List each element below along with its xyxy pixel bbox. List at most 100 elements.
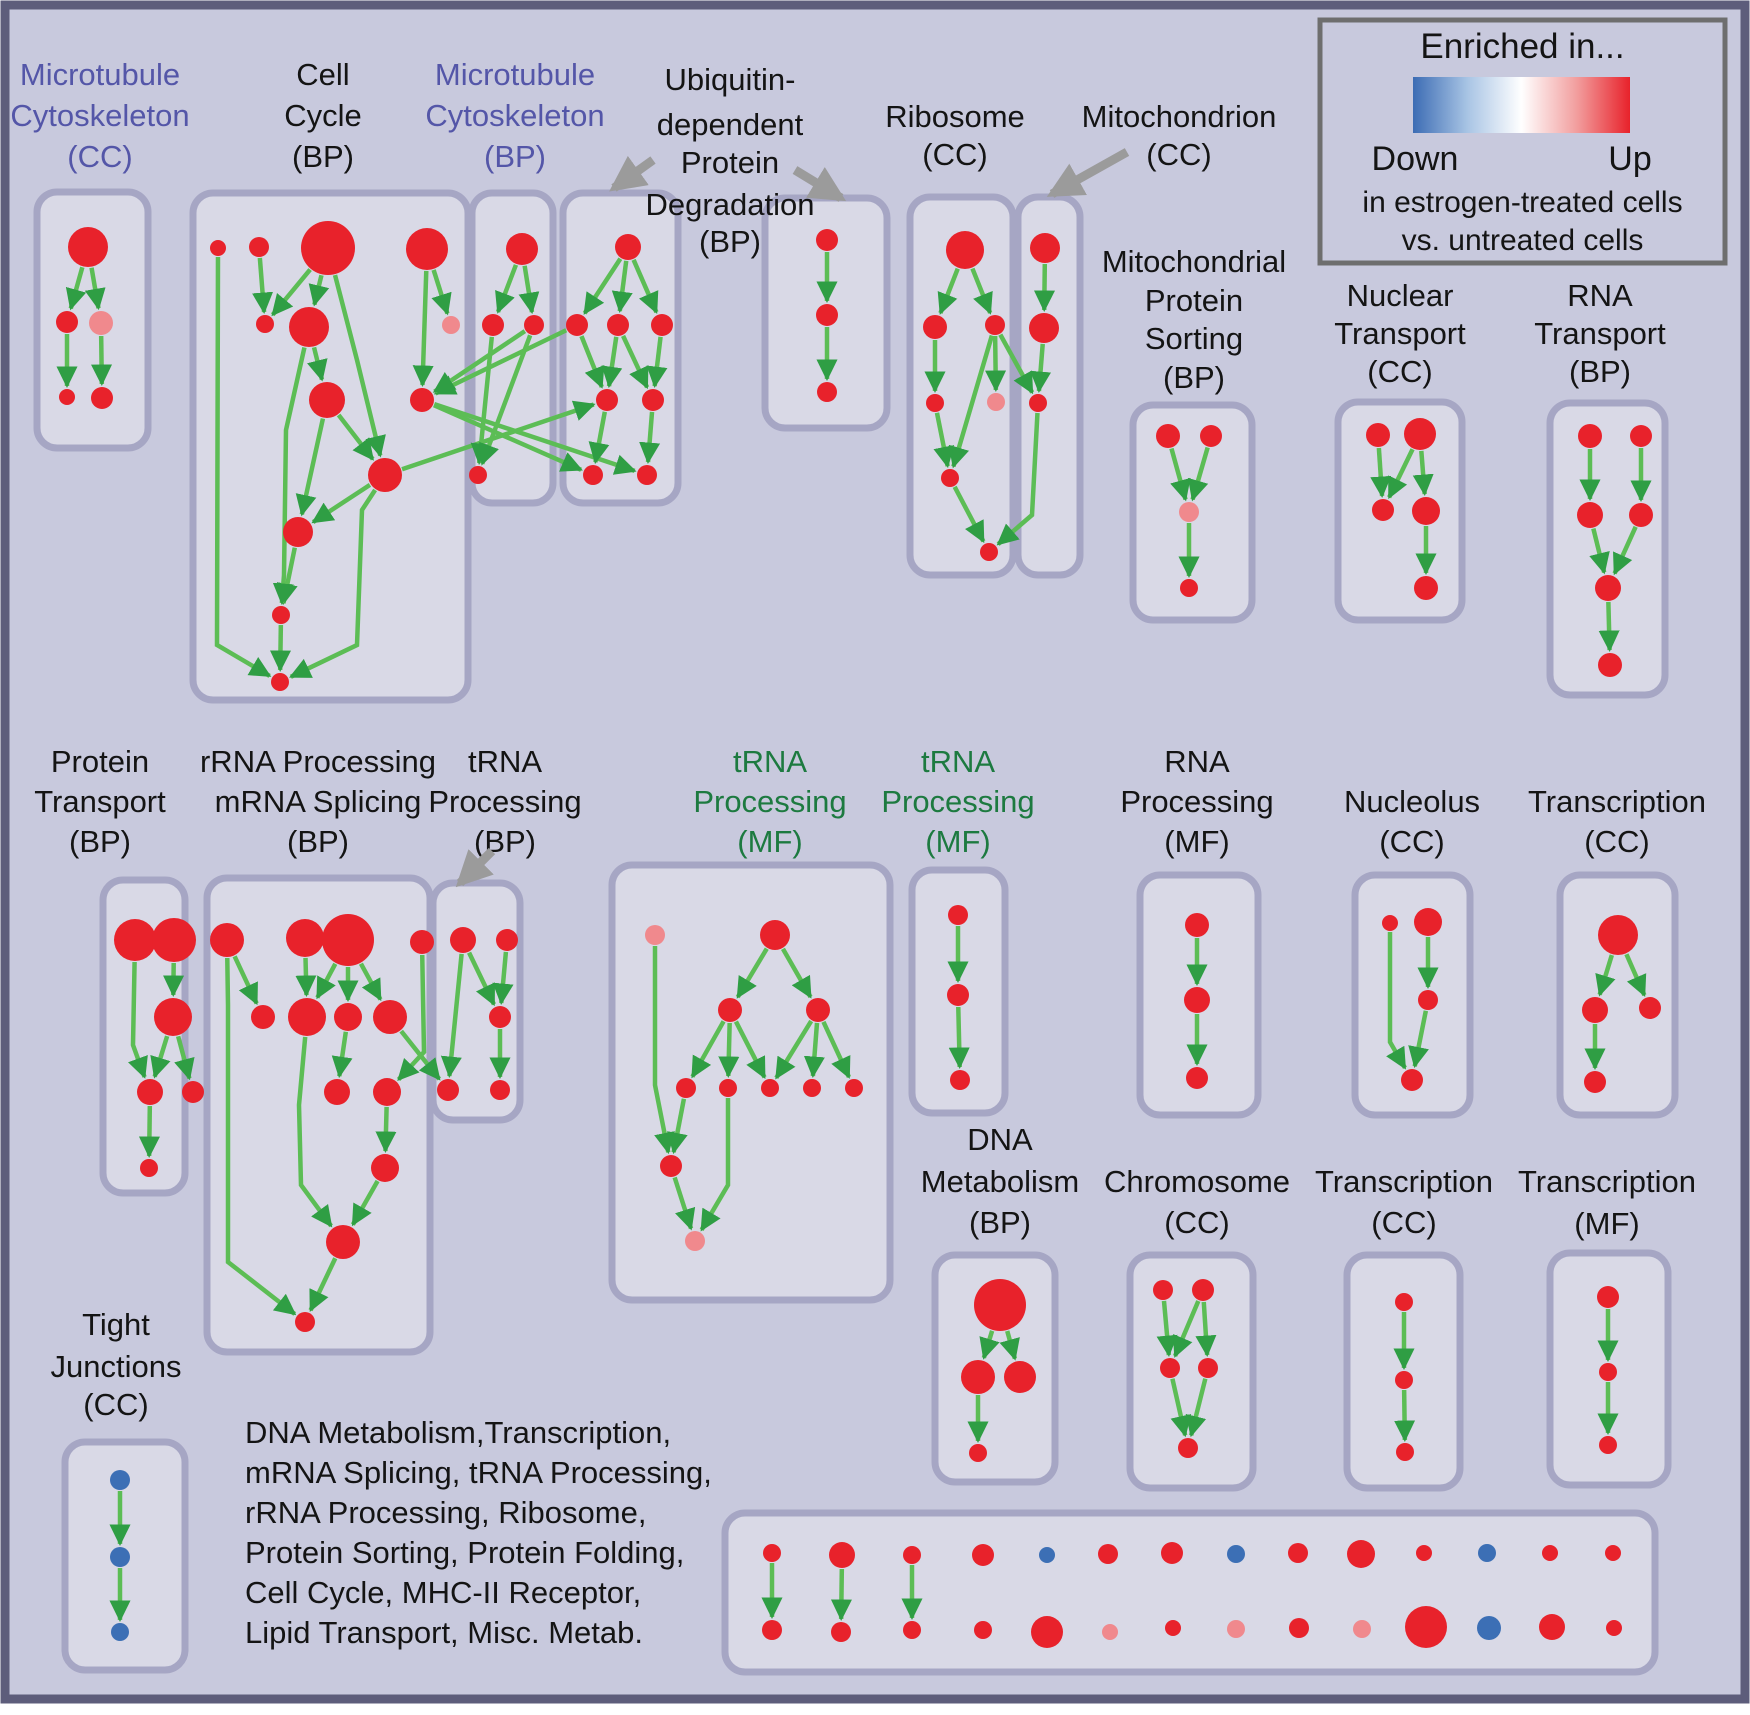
go-term-node-k4 (1629, 503, 1653, 527)
edge-q3-q5 (1170, 1378, 1192, 1438)
go-term-node-q4 (1198, 1358, 1218, 1378)
go-term-node-u2 (760, 920, 790, 950)
edge-j2-j3 (1387, 448, 1415, 500)
edge-b3-b5 (270, 268, 312, 317)
go-term-node-n1 (110, 1470, 130, 1490)
go-term-node-r10 (373, 1078, 401, 1106)
edge-o2-ob2 (830, 1568, 852, 1621)
edge-i2-i3 (1187, 446, 1210, 502)
go-term-node-x4 (1401, 1069, 1423, 1091)
cluster-label-rna-processing-mf-line2: Processing (1120, 784, 1273, 819)
go-term-node-ob2 (831, 1622, 851, 1642)
edge-g3-g5 (985, 335, 1007, 392)
go-term-node-b10 (271, 673, 289, 691)
cluster-box-nucleolus-cc (1351, 871, 1474, 1119)
edge-h2-h3 (1030, 343, 1052, 393)
cluster-label-trna-processing-mf-1-line1: tRNA (733, 744, 807, 779)
cluster-label-protein-transport-bp-line3: (BP) (69, 824, 131, 859)
cluster-label-mitochondrial-protein-sorting-bp-line4: (BP) (1163, 360, 1225, 395)
edge-b8-c4 (401, 400, 596, 472)
cluster-label-tight-junctions-cc-line3: (CC) (83, 1387, 148, 1422)
edge-q2-q4 (1195, 1301, 1217, 1357)
cluster-label-microtubule-cytoskeleton-bp-line1: Microtubule (435, 57, 595, 92)
go-term-node-a5 (91, 387, 113, 409)
edge-d3-d4 (479, 334, 533, 466)
go-term-node-n3 (111, 1623, 129, 1641)
annotation-line-2: mRNA Splicing, tRNA Processing, (245, 1455, 712, 1490)
go-term-node-d4 (469, 466, 487, 484)
edge-g1-g3 (970, 267, 993, 315)
edge-b6-b13 (272, 347, 307, 605)
edge-c0-c2 (611, 260, 633, 314)
go-term-node-d1 (506, 233, 538, 265)
go-term-node-d3 (524, 315, 544, 335)
edge-g3-g6 (948, 334, 995, 469)
go-term-node-ob3 (903, 1621, 921, 1639)
go-term-node-w1 (1185, 913, 1209, 937)
go-term-node-c4 (596, 389, 618, 411)
edge-b2-b5 (252, 257, 274, 314)
cluster-label-transcription-mf-line1: Transcription (1518, 1164, 1696, 1199)
go-term-node-u11 (685, 1231, 705, 1251)
edge-b4-b9 (412, 270, 434, 387)
legend-gradient-bar (1413, 77, 1630, 133)
go-term-node-r6 (288, 998, 326, 1036)
edge-b8-b10 (289, 488, 377, 679)
go-term-node-a2 (56, 311, 78, 333)
annotation-line-1: DNA Metabolism,Transcription, (245, 1415, 671, 1450)
edge-c1-b9 (433, 328, 568, 396)
edge-k3-k5 (1589, 528, 1610, 575)
go-term-node-p1 (114, 919, 156, 961)
label-pointer-arrow-4 (455, 847, 496, 888)
cluster-box-nuclear-transport-cc (1334, 398, 1466, 624)
edge-r12-r13 (308, 1257, 338, 1313)
cluster-label-tight-junctions-cc-line1: Tight (82, 1307, 150, 1342)
edge-z1-z2 (979, 1330, 1000, 1360)
edge-y1-y2 (1595, 954, 1616, 997)
edge-p4-p6 (138, 1105, 160, 1158)
edge-c1-c4 (579, 335, 605, 389)
go-term-node-j2 (1404, 418, 1436, 450)
edge-r3-r8 (358, 962, 383, 1002)
go-term-node-m2 (1599, 1363, 1617, 1381)
cluster-label-microtubule-cytoskeleton-cc-line1: Microtubule (20, 57, 180, 92)
cluster-label-transcription-cc-bot-line1: Transcription (1315, 1164, 1493, 1199)
edge-b4-b7 (431, 269, 452, 316)
edge-u4-u9 (821, 1020, 852, 1079)
go-term-node-o7 (1161, 1542, 1183, 1564)
go-term-node-r4 (410, 930, 434, 954)
go-term-node-q1 (1153, 1280, 1173, 1300)
cluster-label-rrna-processing-mrna-splicing-bp-line2: mRNA Splicing (215, 784, 422, 819)
cluster-label-dna-metabolism-bp-line2: Metabolism (921, 1164, 1080, 1199)
cluster-label-rna-transport-bp-line2: Transport (1534, 316, 1666, 351)
edge-c2-c5 (621, 334, 650, 390)
go-term-node-c0 (615, 234, 641, 260)
edge-r11-r12 (350, 1179, 380, 1227)
edge-b3-b6 (308, 274, 330, 307)
go-term-node-u6 (719, 1079, 737, 1097)
go-term-node-k6 (1598, 653, 1622, 677)
edge-u10-u11 (672, 1176, 696, 1231)
cluster-label-ubiquitin-degradation-bp-line3: Protein (681, 145, 779, 180)
edge-b1-b10 (214, 256, 272, 678)
go-term-node-i4 (1180, 579, 1198, 597)
edge-g3-h3 (998, 333, 1035, 395)
edge-j1-j3 (1370, 447, 1392, 498)
go-term-node-j3 (1372, 499, 1394, 521)
go-term-node-i3 (1179, 502, 1199, 522)
go-term-node-r3 (322, 914, 374, 966)
annotation-line-4: Protein Sorting, Protein Folding, (245, 1535, 684, 1570)
cluster-label-rrna-processing-mrna-splicing-bp-line1: rRNA Processing (200, 744, 436, 779)
legend-box (1317, 17, 1728, 266)
cluster-label-microtubule-cytoskeleton-cc-line3: (CC) (67, 139, 132, 174)
go-term-node-h1 (1030, 233, 1060, 263)
go-term-node-b7 (442, 316, 460, 334)
go-term-node-f2 (816, 304, 838, 326)
go-term-node-q5 (1178, 1438, 1198, 1458)
edge-c2-c4 (601, 336, 623, 389)
go-term-node-r2 (286, 919, 324, 957)
edge-g1-g2 (937, 267, 960, 315)
go-term-node-ob13 (1539, 1614, 1565, 1640)
edge-r3-r6 (315, 962, 338, 1000)
edge-u3-u6 (718, 1022, 740, 1078)
